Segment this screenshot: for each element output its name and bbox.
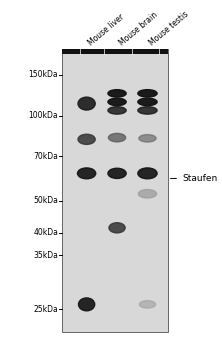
Ellipse shape <box>78 97 95 110</box>
Ellipse shape <box>138 168 157 179</box>
Text: 40kDa: 40kDa <box>33 229 58 237</box>
Ellipse shape <box>139 134 156 142</box>
Text: 25kDa: 25kDa <box>34 305 58 314</box>
Ellipse shape <box>77 168 96 179</box>
Ellipse shape <box>79 298 95 311</box>
Ellipse shape <box>108 107 126 114</box>
Ellipse shape <box>108 168 126 178</box>
Ellipse shape <box>108 98 126 106</box>
Text: 35kDa: 35kDa <box>33 251 58 260</box>
Text: 70kDa: 70kDa <box>33 152 58 161</box>
Ellipse shape <box>138 98 157 106</box>
Text: Mouse testis: Mouse testis <box>147 9 190 48</box>
Text: Mouse liver: Mouse liver <box>87 12 126 48</box>
Text: 150kDa: 150kDa <box>29 70 58 79</box>
Ellipse shape <box>108 90 126 97</box>
Text: 100kDa: 100kDa <box>29 111 58 120</box>
Ellipse shape <box>109 223 125 233</box>
Ellipse shape <box>108 133 126 142</box>
Ellipse shape <box>78 134 95 145</box>
FancyBboxPatch shape <box>62 49 168 331</box>
Ellipse shape <box>138 107 157 114</box>
Text: Staufen: Staufen <box>170 174 217 183</box>
Ellipse shape <box>139 301 156 308</box>
Ellipse shape <box>138 90 157 97</box>
Ellipse shape <box>138 189 157 198</box>
Text: Mouse brain: Mouse brain <box>117 10 159 48</box>
Text: 50kDa: 50kDa <box>33 196 58 205</box>
FancyBboxPatch shape <box>62 49 168 54</box>
